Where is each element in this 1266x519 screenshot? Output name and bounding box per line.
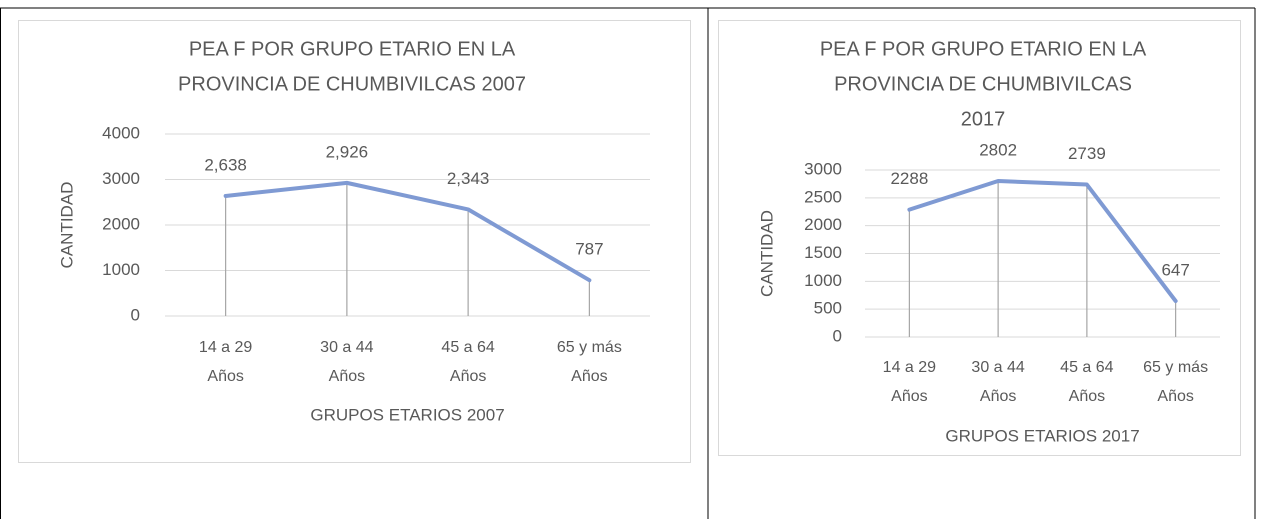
y-tick-label: 0	[833, 326, 842, 345]
x-tick-label: 30 a 44 Años	[320, 339, 374, 385]
x-tick-label: 65 y más Años	[1143, 359, 1209, 405]
data-label: 2739	[1068, 144, 1106, 163]
data-label: 647	[1161, 260, 1189, 279]
line	[223, 180, 592, 283]
data-label: 2,638	[204, 155, 247, 174]
data-label: 2802	[979, 141, 1017, 160]
y-tick-label: 0	[131, 305, 140, 324]
y-tick-label: 500	[814, 299, 842, 318]
y-axis-label: CANTIDAD	[757, 210, 776, 297]
x-tick-label: 30 a 44 Años	[971, 359, 1025, 405]
chart-frame	[18, 20, 691, 463]
data-label: 787	[575, 240, 603, 259]
y-tick-label: 3000	[804, 159, 842, 178]
y-tick-label: 2000	[102, 214, 140, 233]
chart-title: 2017	[961, 108, 1006, 130]
chart-title: PEA F POR GRUPO ETARIO EN LA	[189, 38, 516, 60]
data-label: 2288	[890, 169, 928, 188]
y-axis-label: CANTIDAD	[57, 182, 76, 269]
chart-title: PROVINCIA DE CHUMBIVILCAS	[834, 73, 1132, 95]
x-tick-label: 65 y más Años	[556, 339, 622, 385]
y-tick-label: 2500	[804, 187, 842, 206]
y-tick-label: 1500	[804, 243, 842, 262]
y-tick-label: 1000	[804, 271, 842, 290]
chart-title: PEA F POR GRUPO ETARIO EN LA	[820, 38, 1147, 60]
x-tick-label: 45 a 64 Años	[1060, 359, 1114, 405]
line	[907, 179, 1178, 303]
x-tick-label: 45 a 64 Años	[441, 339, 495, 385]
x-tick-label: 14 a 29 Años	[882, 359, 937, 405]
y-tick-label: 1000	[102, 260, 140, 279]
y-tick-label: 3000	[102, 169, 140, 188]
x-axis-label: GRUPOS ETARIOS 2017	[945, 426, 1139, 445]
y-tick-label: 2000	[804, 215, 842, 234]
x-axis-label: GRUPOS ETARIOS 2007	[310, 405, 504, 424]
data-label: 2,343	[447, 169, 490, 188]
chart-frame	[718, 20, 1241, 456]
chart-title: PROVINCIA DE CHUMBIVILCAS 2007	[178, 73, 526, 95]
data-label: 2,926	[326, 142, 369, 161]
y-tick-label: 4000	[102, 123, 140, 142]
x-tick-label: 14 a 29 Años	[198, 339, 253, 385]
